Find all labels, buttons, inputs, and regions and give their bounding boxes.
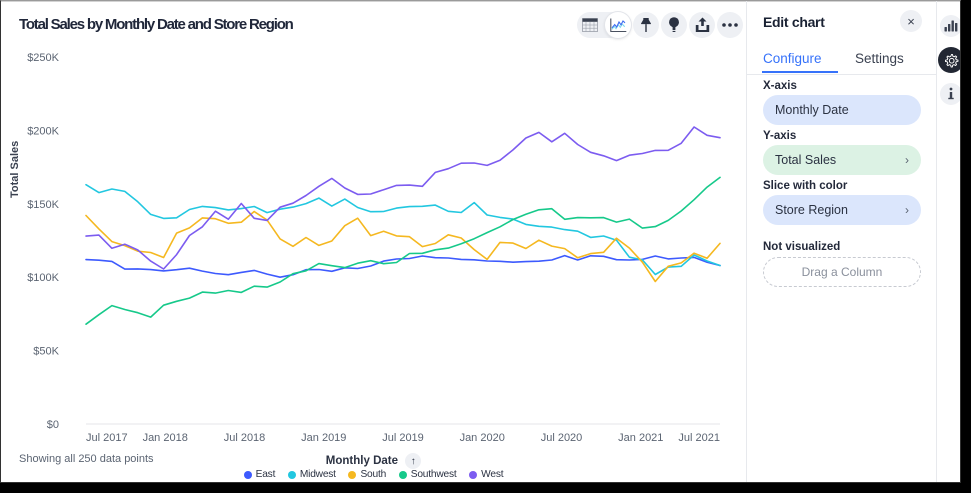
svg-text:Jan 2019: Jan 2019 (301, 432, 346, 444)
svg-text:Jan 2018: Jan 2018 (143, 432, 188, 444)
svg-text:$200K: $200K (27, 125, 59, 137)
svg-text:Jul 2021: Jul 2021 (678, 432, 720, 444)
svg-text:Jul 2020: Jul 2020 (541, 432, 583, 444)
svg-text:Jan 2020: Jan 2020 (460, 432, 505, 444)
svg-text:$250K: $250K (27, 52, 59, 64)
svg-text:$50K: $50K (33, 346, 59, 358)
svg-text:$0: $0 (47, 419, 59, 431)
svg-text:$100K: $100K (27, 272, 59, 284)
svg-text:Jan 2021: Jan 2021 (618, 432, 663, 444)
svg-text:$150K: $150K (27, 199, 59, 211)
svg-text:Jul 2018: Jul 2018 (224, 432, 266, 444)
svg-text:Jul 2017: Jul 2017 (86, 432, 128, 444)
svg-text:Jul 2019: Jul 2019 (382, 432, 424, 444)
